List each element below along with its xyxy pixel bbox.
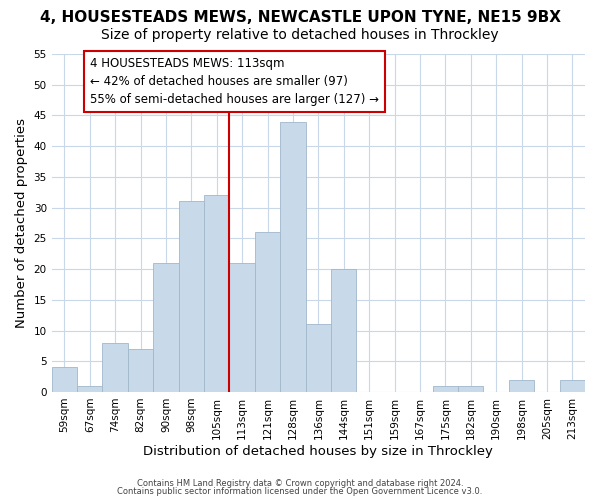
X-axis label: Distribution of detached houses by size in Throckley: Distribution of detached houses by size …: [143, 444, 493, 458]
Y-axis label: Number of detached properties: Number of detached properties: [15, 118, 28, 328]
Bar: [458, 386, 484, 392]
Bar: [77, 386, 103, 392]
Bar: [280, 122, 305, 392]
Bar: [560, 380, 585, 392]
Bar: [305, 324, 331, 392]
Bar: [229, 263, 255, 392]
Bar: [509, 380, 534, 392]
Text: Contains public sector information licensed under the Open Government Licence v3: Contains public sector information licen…: [118, 487, 482, 496]
Bar: [204, 196, 229, 392]
Bar: [103, 343, 128, 392]
Bar: [179, 202, 204, 392]
Bar: [52, 368, 77, 392]
Bar: [331, 269, 356, 392]
Bar: [433, 386, 458, 392]
Bar: [153, 263, 179, 392]
Text: 4, HOUSESTEADS MEWS, NEWCASTLE UPON TYNE, NE15 9BX: 4, HOUSESTEADS MEWS, NEWCASTLE UPON TYNE…: [40, 10, 560, 25]
Text: 4 HOUSESTEADS MEWS: 113sqm
← 42% of detached houses are smaller (97)
55% of semi: 4 HOUSESTEADS MEWS: 113sqm ← 42% of deta…: [90, 57, 379, 106]
Bar: [128, 349, 153, 392]
Text: Size of property relative to detached houses in Throckley: Size of property relative to detached ho…: [101, 28, 499, 42]
Text: Contains HM Land Registry data © Crown copyright and database right 2024.: Contains HM Land Registry data © Crown c…: [137, 478, 463, 488]
Bar: [255, 232, 280, 392]
